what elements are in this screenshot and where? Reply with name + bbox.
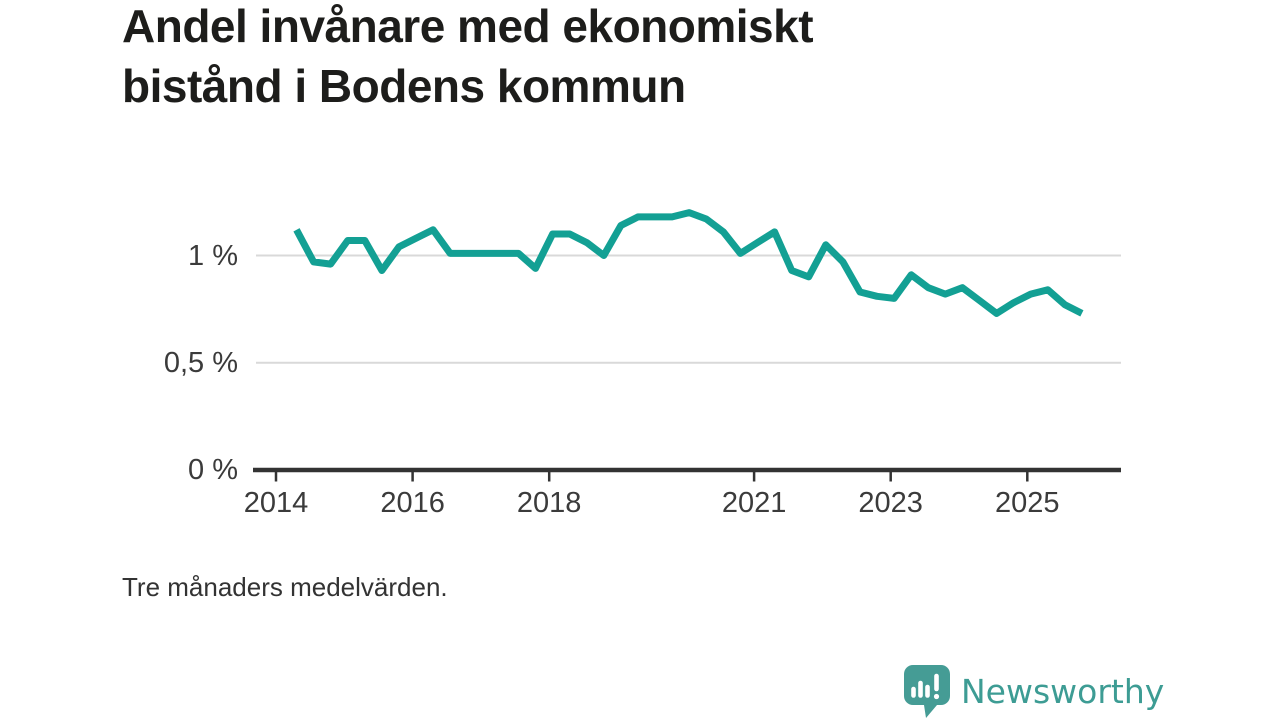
trend-line xyxy=(293,209,1084,317)
y-axis-label: 0,5 % xyxy=(163,346,238,379)
x-axis-label: 2023 xyxy=(858,487,923,519)
x-axis-label: 2016 xyxy=(380,487,445,519)
newsworthy-logo-icon xyxy=(904,665,950,718)
bar-chart-glyph xyxy=(911,673,939,698)
x-axis-label: 2021 xyxy=(721,487,787,519)
x-axis-label: 2014 xyxy=(243,487,309,519)
newsworthy-branding: Newsworthy xyxy=(903,664,1164,719)
exclamation-dot xyxy=(933,693,940,700)
chart-title: Andel invånare med ekonomiskt bistånd i B… xyxy=(122,0,814,112)
x-axis-label: 2025 xyxy=(995,487,1060,519)
y-axis-label: 0 % xyxy=(188,454,238,486)
newsworthy-logo-text: Newsworthy xyxy=(961,672,1165,711)
chart-footnote: Tre månaders medelvärden. xyxy=(122,572,448,602)
y-axis-label: 1 % xyxy=(188,239,238,272)
x-axis-label: 2018 xyxy=(516,487,582,519)
